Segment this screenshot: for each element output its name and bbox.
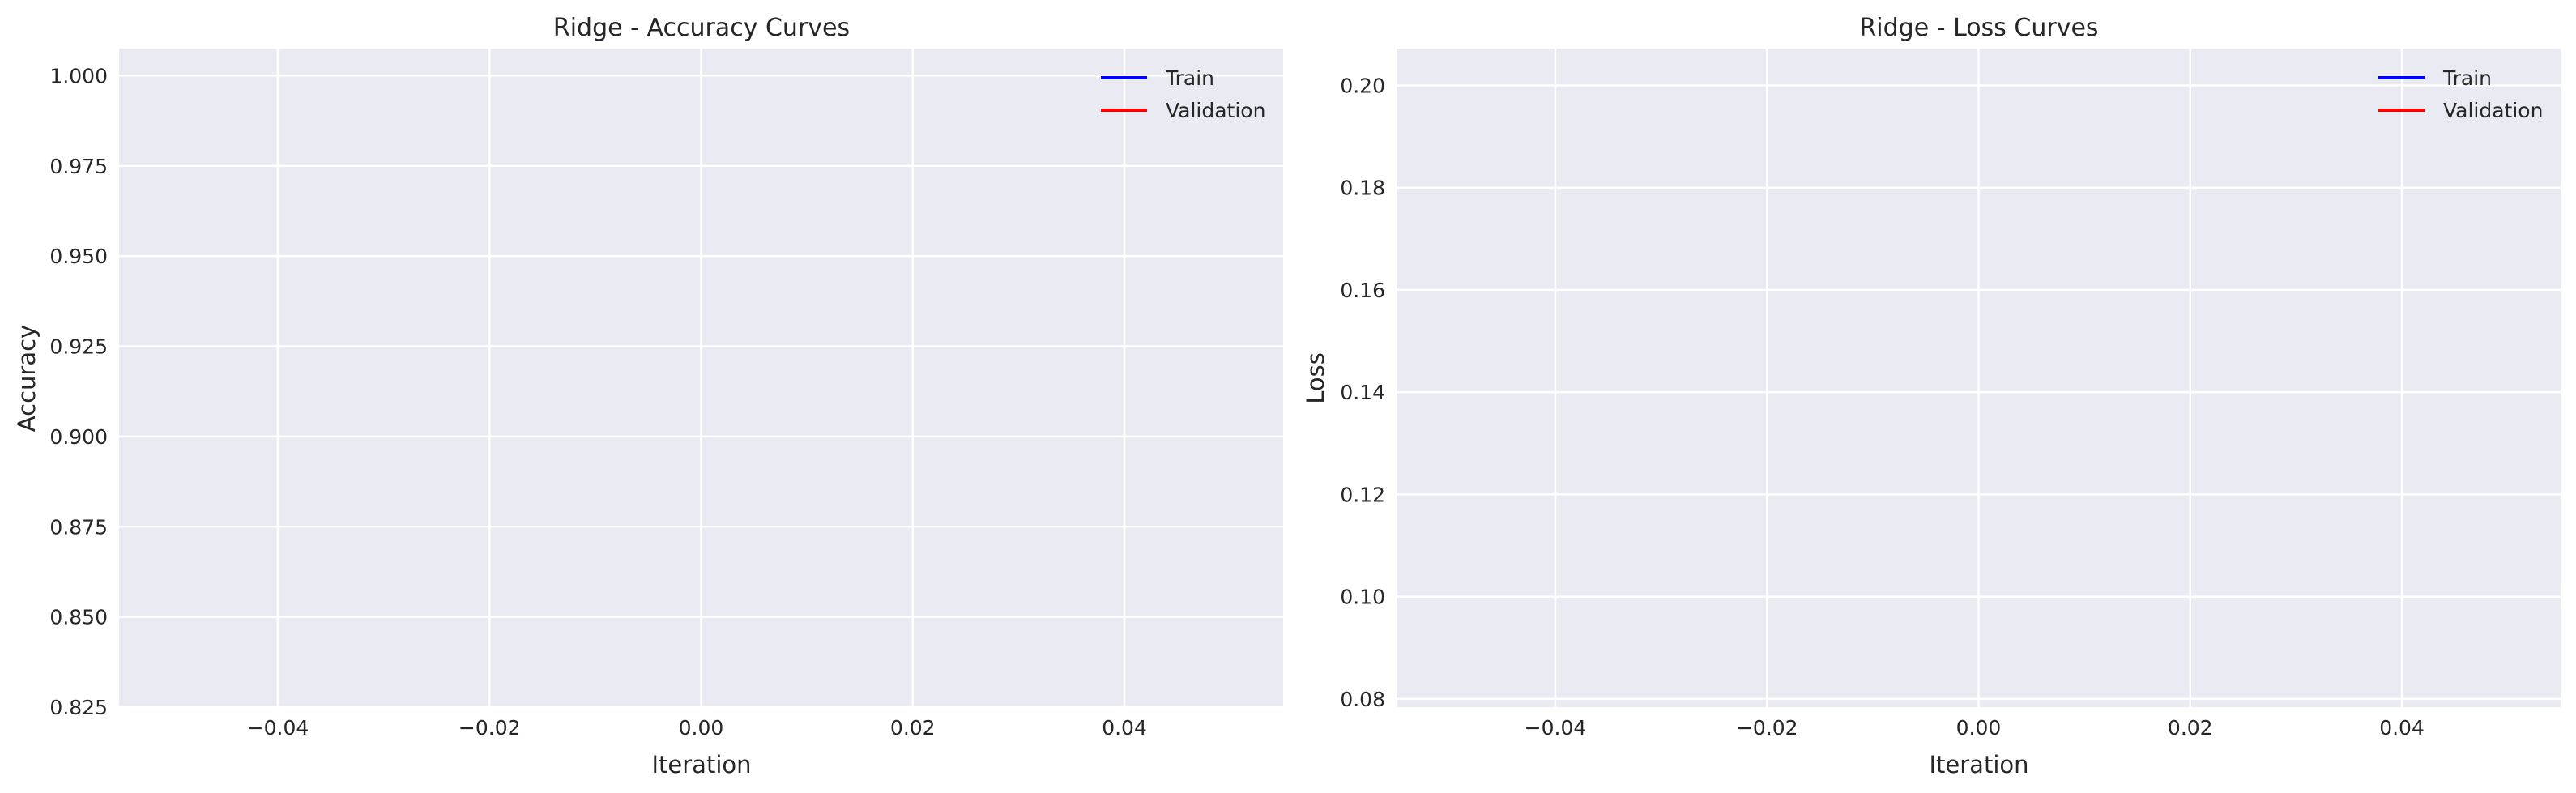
y-tick-label: 0.950 (49, 245, 108, 268)
y-tick-label: 0.850 (49, 606, 108, 629)
y-tick-label: 0.16 (1340, 279, 1385, 302)
y-tick-label: 0.10 (1340, 586, 1385, 609)
y-tick-labels: 0.08 0.10 0.12 0.14 0.16 0.18 0.20 (1340, 74, 1385, 710)
x-tick-labels: −0.04 −0.02 0.00 0.02 0.04 (247, 716, 1147, 740)
x-tick-labels: −0.04 −0.02 0.00 0.02 0.04 (1525, 716, 2425, 740)
x-tick-label: 0.00 (679, 716, 724, 740)
x-tick-label: −0.02 (1736, 716, 1798, 740)
chart-title: Ridge - Loss Curves (1859, 14, 2098, 42)
x-tick-label: 0.04 (1102, 716, 1147, 740)
y-tick-label: 0.12 (1340, 483, 1385, 506)
loss-chart: 0.08 0.10 0.12 0.14 0.16 0.18 0.20 −0.04 −0.02 0… (1302, 14, 2561, 778)
y-tick-label: 0.20 (1340, 74, 1385, 97)
y-tick-label: 0.900 (49, 425, 108, 449)
y-tick-label: 0.975 (49, 155, 108, 178)
x-axis-label: Iteration (1929, 751, 2028, 778)
x-axis-label: Iteration (651, 751, 751, 778)
legend-label-train: Train (1165, 66, 1214, 90)
y-tick-label: 0.825 (49, 696, 108, 719)
y-axis-label: Accuracy (13, 325, 41, 432)
y-tick-label: 0.14 (1340, 381, 1385, 404)
legend: Train Validation (1101, 66, 1265, 122)
legend-label-validation: Validation (2443, 99, 2543, 122)
x-tick-label: −0.02 (458, 716, 521, 740)
chart-title: Ridge - Accuracy Curves (553, 14, 850, 42)
legend-label-validation: Validation (1166, 99, 1265, 122)
x-tick-label: −0.04 (1525, 716, 1587, 740)
y-tick-label: 0.925 (49, 335, 108, 359)
x-tick-label: 0.00 (1956, 716, 2002, 740)
grid (119, 49, 1283, 709)
x-tick-label: 0.02 (2168, 716, 2213, 740)
x-tick-label: 0.04 (2379, 716, 2425, 740)
x-tick-label: 0.02 (890, 716, 936, 740)
y-tick-label: 0.08 (1340, 688, 1385, 711)
accuracy-chart: 0.825 0.850 0.875 0.900 0.925 0.950 0.975 1.000… (13, 14, 1283, 778)
y-tick-label: 0.18 (1340, 177, 1385, 200)
x-tick-label: −0.04 (247, 716, 309, 740)
legend-label-train: Train (2442, 66, 2492, 90)
grid (1397, 49, 2561, 707)
y-tick-label: 0.875 (49, 515, 108, 539)
y-axis-label: Loss (1302, 352, 1329, 404)
legend: Train Validation (2378, 66, 2543, 122)
y-tick-labels: 0.825 0.850 0.875 0.900 0.925 0.950 0.975 1.000 (49, 64, 108, 719)
y-tick-label: 1.000 (49, 64, 108, 87)
